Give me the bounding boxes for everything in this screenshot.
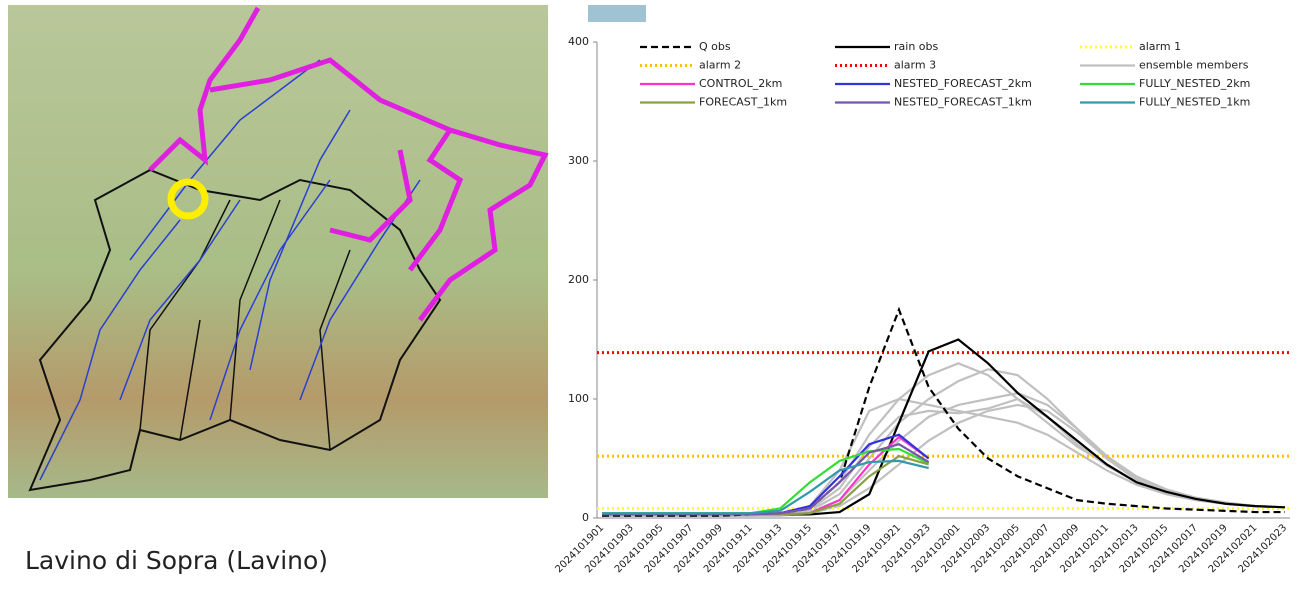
- legend-label: Q obs: [699, 40, 731, 53]
- legend-label: alarm 2: [699, 59, 741, 72]
- legend-label: CONTROL_2km: [699, 77, 782, 90]
- legend-label: rain obs: [894, 40, 939, 53]
- caption: Lavino di Sopra (Lavino): [25, 546, 328, 575]
- legend-label: NESTED_FORECAST_2km: [894, 77, 1032, 90]
- legend-label: alarm 1: [1139, 40, 1181, 53]
- y-tick-label: 0: [582, 511, 589, 524]
- map-background: [8, 5, 548, 498]
- y-tick-label: 300: [568, 154, 589, 167]
- legend-label: FULLY_NESTED_1km: [1139, 96, 1250, 109]
- map-water: [588, 5, 646, 22]
- y-tick-label: 200: [568, 273, 589, 286]
- series-line: [602, 306, 1285, 517]
- basin-outline: [28, 168, 442, 492]
- sub-basins: [139, 199, 351, 451]
- series-line: [602, 459, 929, 515]
- chart-background: [550, 22, 1316, 600]
- legend-label: alarm 3: [894, 59, 936, 72]
- station-marker: [167, 178, 209, 220]
- map: [8, 5, 646, 498]
- legend-label: ensemble members: [1139, 59, 1249, 72]
- series-line: [602, 443, 930, 516]
- rivers: [39, 59, 421, 481]
- main-rivers: [148, 6, 549, 322]
- legend-label: FULLY_NESTED_2km: [1139, 77, 1250, 90]
- y-tick-label: 100: [568, 392, 589, 405]
- legend-label: NESTED_FORECAST_1km: [894, 96, 1032, 109]
- legend-label: FORECAST_1km: [699, 96, 787, 109]
- y-tick-label: 400: [568, 35, 589, 48]
